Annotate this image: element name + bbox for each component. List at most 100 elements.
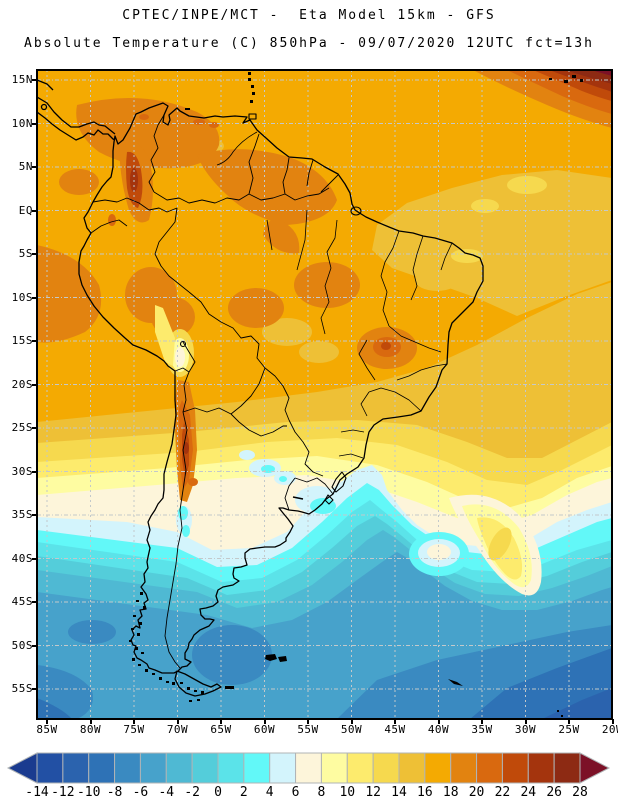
lat-label: 30S [11,464,33,478]
lon-tick [89,719,92,724]
colorbar-cell [476,752,503,784]
colorbar-tick-label: 12 [365,785,381,800]
colorbar-cell [165,752,193,784]
colorbar-cell [191,752,219,784]
colorbar-cell [62,752,90,784]
lon-label: 25W [558,723,580,736]
country-borders [90,114,339,669]
lon-label: 40W [427,723,450,736]
colorbar-cell [398,752,426,784]
lon-label: 60W [253,723,276,736]
lat-label: 5N [18,160,33,173]
colorbar-tick-label: 20 [468,785,485,800]
lon-tick [568,719,570,724]
lon-label: 80W [79,723,102,736]
lat-tick [32,209,37,212]
lon-tick [176,719,179,724]
lat-label: 55S [11,682,33,695]
colorbar-tick-label: -4 [158,785,175,800]
lat-tick [32,340,37,342]
colorbar-cell [114,752,141,784]
lat-label: 10N [11,116,33,130]
colorbar-cell [372,752,400,784]
colorbar-tick-label: -6 [132,785,149,800]
lat-label: 20S [11,377,33,391]
colorbar-cell [217,752,245,784]
lat-tick [32,383,37,386]
lon-tick [350,719,353,724]
colorbar-tick-label: 26 [546,785,562,800]
lon-tick [46,719,48,724]
lat-tick [32,427,37,429]
lat-label: 25S [11,421,33,434]
colorbar-cell [88,752,116,784]
lon-tick [481,719,483,724]
lat-tick [32,253,37,255]
colorbar-cell [346,752,374,784]
colorbar-tick-label: -14 [25,785,49,800]
lon-label: 85W [36,723,58,736]
coastlines [37,79,484,697]
lat-tick [32,514,37,516]
colorbar-tick-label: -2 [184,785,200,800]
lat-lon-grid [37,70,612,719]
brazil-state-borders [266,209,453,500]
lon-tick [437,719,440,724]
lon-label: 45W [384,723,406,736]
colorbar-cell [36,752,64,784]
map-frame [36,69,613,720]
lat-label: 35S [11,508,33,521]
lon-label: 55W [297,723,319,736]
colorbar-cell [424,752,452,784]
lat-label: 5S [18,247,33,260]
colorbar-left-arrow [6,752,38,784]
colorbar-right-arrow [579,752,611,784]
colorbar-cell [320,752,348,784]
colorbar-cell [243,752,271,784]
lon-label: 30W [514,723,537,736]
colorbar-tick-label: 0 [214,785,222,800]
colorbar-tick-label: -12 [51,785,75,800]
lat-tick [32,470,37,473]
colorbar-cell [450,752,478,784]
colorbar-tick-label: 10 [339,785,356,800]
colorbar-tick-label: 16 [417,785,433,800]
colorbar-cell [553,752,581,784]
colorbar-cell [269,752,297,784]
colorbar-tick-label: 18 [442,785,459,800]
colorbar-cell [295,752,322,784]
colorbar-tick-label: 22 [494,785,511,800]
page-subtitle: Absolute Temperature (C) 850hPa - 09/07/… [24,36,594,51]
lon-tick [611,719,614,724]
lon-tick [307,719,309,724]
colorbar [6,752,611,784]
lat-tick [32,557,37,560]
lat-label: 10S [11,290,33,304]
lon-label: 70W [166,723,189,736]
lat-tick [32,688,37,690]
lon-label: 35W [471,723,493,736]
islands [129,72,583,717]
lat-tick [32,601,37,603]
lon-tick [263,719,266,724]
lon-label: 20W [601,723,618,736]
lat-label: 15S [11,334,33,347]
lat-label: 45S [11,595,33,608]
page-title: CPTEC/INPE/MCT - Eta Model 15km - GFS [122,8,496,23]
colorbar-tick-label: -10 [76,785,101,800]
colorbar-tick-label: 24 [520,785,537,800]
lat-tick [32,122,37,125]
lon-label: 65W [210,723,232,736]
lat-tick [32,644,37,647]
lon-tick [133,719,135,724]
colorbar-tick-label: 2 [239,785,248,800]
colorbar-tick-label: 14 [391,785,407,800]
lon-tick [394,719,396,724]
colorbar-cell [139,752,167,784]
lon-label: 50W [340,723,363,736]
colorbar-cell [527,752,555,784]
lat-tick [32,166,37,168]
lat-label: 40S [11,551,33,565]
